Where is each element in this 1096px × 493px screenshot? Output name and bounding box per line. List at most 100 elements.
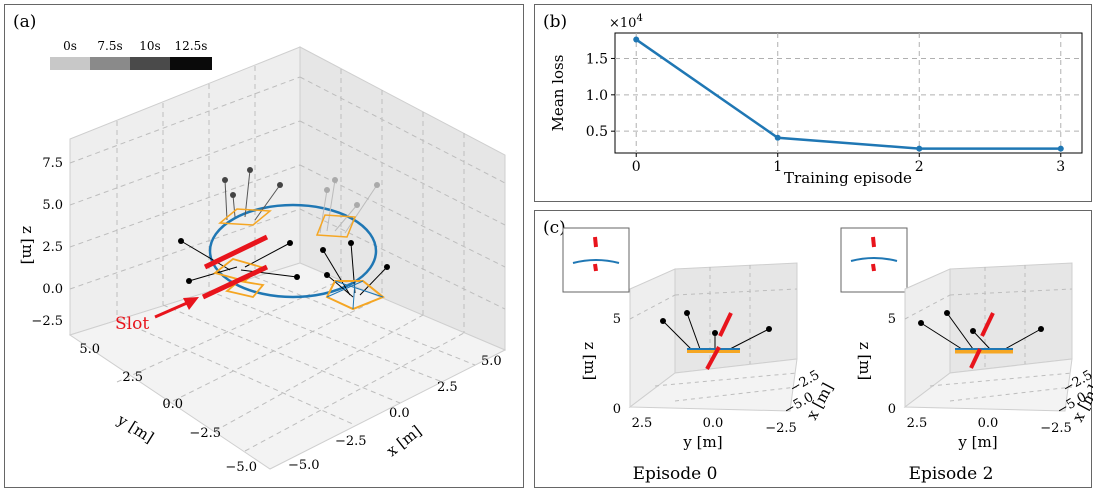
panel-b: (b) ×104 0.5 1.0 1.5 0 1 2 3 Mean loss Traini… bbox=[534, 4, 1092, 202]
z-tick-0: 7.5 bbox=[42, 156, 63, 171]
drone-markers-right bbox=[320, 240, 390, 278]
panel-a-label: (a) bbox=[13, 12, 36, 32]
x-tick-label-2: 2 bbox=[915, 159, 924, 175]
drone-markers-early bbox=[324, 177, 380, 208]
inset-left-slot-top bbox=[593, 236, 598, 248]
x-tick-2: 0.0 bbox=[389, 406, 410, 421]
inset-left bbox=[562, 227, 630, 293]
legend-label-3: 12.5s bbox=[175, 39, 208, 53]
ep0-y-tick-0: 2.5 bbox=[632, 416, 653, 431]
y-axis-label: Mean loss bbox=[549, 55, 567, 132]
x-tick-3: 2.5 bbox=[437, 380, 458, 395]
x-axis-label: x [m] bbox=[383, 422, 425, 460]
ep2-z-tick-1: 0 bbox=[888, 402, 896, 417]
y-tick-label-1: 1.0 bbox=[586, 88, 608, 104]
ep2-z-tick-0: 5 bbox=[888, 312, 896, 327]
x-ticks: 0 1 2 3 bbox=[632, 153, 1065, 175]
loss-point-0 bbox=[633, 36, 640, 43]
legend-label-0: 0s bbox=[63, 39, 77, 53]
y-ticks: 0.5 1.0 1.5 bbox=[586, 51, 615, 140]
panel-a: (a) 0s 7.5s 10s 12.5s bbox=[4, 4, 524, 488]
y-axis-label: y [m] bbox=[113, 410, 157, 447]
plot-frame bbox=[614, 32, 1083, 154]
inset-left-trajectory bbox=[572, 259, 620, 264]
y-ticks: 5.0 2.5 0.0 −2.5 −5.0 bbox=[79, 342, 257, 475]
z-ticks: 7.5 5.0 2.5 0.0 −2.5 bbox=[31, 156, 63, 329]
x-tick-0: −5.0 bbox=[288, 458, 320, 473]
loss-point-3 bbox=[1057, 145, 1064, 152]
y-tick-1: 2.5 bbox=[122, 370, 143, 385]
episode-0-label: Episode 0 bbox=[633, 464, 718, 484]
inset-right-slot-top bbox=[871, 236, 876, 248]
drone-group-early bbox=[315, 179, 378, 238]
episode0-3d-plot: 5 0 z [m] 2.5 0.0 −2.5 y [m] −2.5 −5.0 x… bbox=[581, 262, 837, 451]
drone-markers-slot bbox=[178, 238, 300, 284]
inset-left-slot-bottom bbox=[593, 263, 598, 272]
loss-point-1 bbox=[774, 134, 781, 141]
axes-panes bbox=[68, 46, 507, 470]
legend-swatch-3 bbox=[170, 57, 212, 70]
slot-bar-upper bbox=[203, 234, 269, 270]
inset-right-slot-bottom bbox=[871, 263, 876, 272]
ep0-z-tick-0: 5 bbox=[613, 312, 621, 327]
x-tick-1: −2.5 bbox=[335, 434, 367, 449]
legend-swatch-0 bbox=[50, 57, 90, 70]
x-axis-label: Training episode bbox=[784, 169, 912, 187]
slot-label: Slot bbox=[115, 314, 149, 334]
drone-group-right bbox=[322, 242, 388, 311]
grid bbox=[615, 33, 1082, 153]
legend-label-1: 7.5s bbox=[97, 39, 122, 53]
x-tick-label-0: 0 bbox=[632, 159, 641, 175]
y-tick-label-0: 0.5 bbox=[586, 124, 608, 140]
panel-b-label: (b) bbox=[543, 12, 567, 32]
z-tick-1: 5.0 bbox=[42, 198, 63, 213]
panel-c-plots: (c) 5 0 bbox=[543, 218, 1096, 484]
inset-right bbox=[840, 227, 908, 293]
y-tick-0: 5.0 bbox=[79, 342, 100, 357]
x-tick-4: 5.0 bbox=[481, 354, 502, 369]
y-tick-4: −5.0 bbox=[225, 460, 257, 475]
x-ticks: −5.0 −2.5 0.0 2.5 5.0 bbox=[288, 354, 502, 473]
drone-group-slot bbox=[180, 240, 298, 299]
drone-markers-mid bbox=[222, 167, 283, 198]
inset-right-trajectory bbox=[850, 257, 898, 262]
legend-swatch-1 bbox=[90, 57, 130, 70]
ep2-y-tick-0: 2.5 bbox=[907, 416, 928, 431]
ep0-z-tick-1: 0 bbox=[613, 402, 621, 417]
legend-label-2: 10s bbox=[139, 39, 160, 53]
ep2-y-tick-2: −2.5 bbox=[1040, 421, 1072, 436]
loss-chart: (b) ×104 0.5 1.0 1.5 0 1 2 3 Mean loss Traini… bbox=[543, 12, 1083, 187]
ep0-y-label: y [m] bbox=[682, 433, 722, 451]
ep0-z-label: z [m] bbox=[581, 342, 599, 381]
x-tick-label-1: 1 bbox=[773, 159, 782, 175]
z-tick-2: 2.5 bbox=[42, 240, 63, 255]
slot-arrow bbox=[154, 297, 199, 319]
episode-2-label: Episode 2 bbox=[909, 464, 994, 484]
ep2-y-label: y [m] bbox=[957, 433, 997, 451]
slot-bars bbox=[201, 234, 269, 300]
y-tick-3: −2.5 bbox=[189, 426, 221, 441]
z-axis-label: z [m] bbox=[19, 226, 37, 265]
ep2-z-label: z [m] bbox=[856, 342, 874, 381]
ep0-y-tick-1: 0.0 bbox=[703, 416, 724, 431]
time-legend: 0s 7.5s 10s 12.5s bbox=[50, 39, 212, 70]
y-tick-2: 0.0 bbox=[162, 397, 183, 412]
z-tick-3: 0.0 bbox=[42, 282, 63, 297]
slot-bar-lower bbox=[201, 264, 269, 300]
ep0-y-tick-2: −2.5 bbox=[765, 421, 797, 436]
drone-group-mid bbox=[218, 169, 281, 226]
panel-c-label: (c) bbox=[543, 218, 566, 238]
y-tick-label-2: 1.5 bbox=[586, 51, 608, 67]
legend-swatch-2 bbox=[130, 57, 170, 70]
loss-series bbox=[633, 36, 1064, 152]
z-tick-4: −2.5 bbox=[31, 314, 63, 329]
episode2-3d-plot: 5 0 z [m] 2.5 0.0 −2.5 y [m] −2.5 −5.0 x… bbox=[856, 262, 1096, 451]
panel-c: (c) 5 0 bbox=[534, 210, 1096, 488]
trajectory-circle bbox=[208, 203, 378, 299]
loss-point-2 bbox=[916, 145, 923, 152]
x-tick-label-3: 3 bbox=[1056, 159, 1065, 175]
loss-line bbox=[635, 38, 1061, 150]
panel-a-3d-plot: (a) 0s 7.5s 10s 12.5s bbox=[13, 12, 507, 475]
y-multiplier: ×104 bbox=[609, 13, 643, 31]
ep2-y-tick-1: 0.0 bbox=[978, 416, 999, 431]
